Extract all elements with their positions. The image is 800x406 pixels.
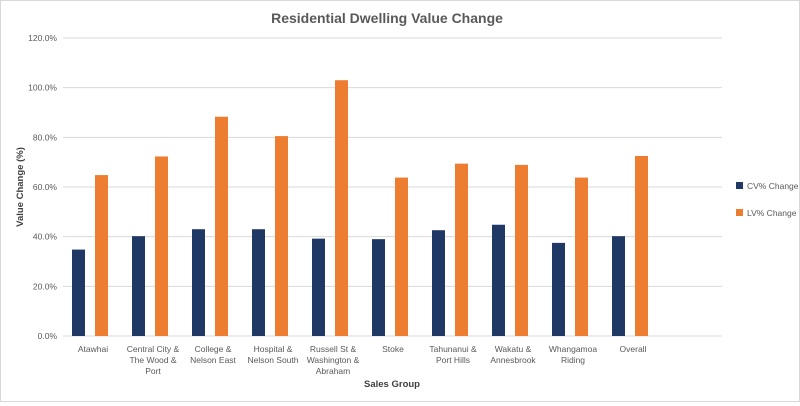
x-tick-label-line: The Wood &	[129, 355, 176, 365]
bar-lv	[95, 175, 108, 336]
bar-cv	[372, 239, 385, 336]
bar-lv	[155, 156, 168, 336]
x-axis-title: Sales Group	[364, 379, 420, 390]
bar-lv	[395, 177, 408, 336]
x-tick-label: Whangamoa Riding	[549, 344, 597, 365]
x-tick-label: College & Nelson East	[190, 344, 236, 365]
bar-cv	[492, 224, 505, 336]
x-tick-label-line: Annesbrook	[490, 355, 536, 365]
x-tick-label-line: College &	[195, 344, 232, 354]
x-tick-label: Atawhai	[78, 344, 108, 354]
x-tick-label-line: Abraham	[316, 366, 351, 376]
bar-cv	[72, 249, 85, 336]
bar-cv	[312, 238, 325, 336]
y-axis-ticks: 0.0% 20.0% 40.0% 60.0% 80.0% 100.0% 120.0%	[28, 33, 57, 341]
bar-cv	[432, 230, 445, 336]
legend-swatch	[736, 182, 743, 189]
x-tick-label-line: Port Hills	[436, 355, 470, 365]
legend: CV% Change LV% Change	[736, 181, 799, 218]
bar-lv	[215, 116, 228, 336]
x-tick-label-line: Russell St &	[310, 344, 357, 354]
bar-cv	[192, 229, 205, 336]
legend-swatch	[736, 209, 743, 216]
y-tick-label: 120.0%	[28, 33, 57, 43]
chart-title: Residential Dwelling Value Change	[271, 10, 503, 26]
x-tick-label-line: Hospital &	[254, 344, 293, 354]
bar-lv	[575, 177, 588, 336]
x-tick-label-line: Wakatu &	[495, 344, 532, 354]
x-axis-categories: Atawhai Central City & The Wood & Port Colle…	[78, 344, 647, 376]
gridlines	[63, 37, 722, 337]
x-tick-label: Central City & The Wood & Port	[127, 344, 180, 376]
x-tick-label-line: Washington &	[307, 355, 360, 365]
x-tick-label: Russell St & Washington & Abraham	[307, 344, 360, 376]
y-tick-label: 80.0%	[33, 132, 58, 142]
x-tick-label: Stoke	[382, 344, 404, 354]
x-tick-label-line: Nelson South	[247, 355, 298, 365]
x-tick-label: Wakatu & Annesbrook	[490, 344, 536, 365]
y-tick-label: 100.0%	[28, 83, 57, 93]
bar-lv	[455, 163, 468, 336]
x-tick-label: Tahunanui & Port Hills	[429, 344, 477, 365]
x-tick-label: Hospital & Nelson South	[247, 344, 298, 365]
x-tick-label-line: Atawhai	[78, 344, 108, 354]
bar-lv	[275, 136, 288, 336]
bar-lv	[635, 155, 648, 336]
x-tick-label-line: Whangamoa	[549, 344, 597, 354]
bar-lv	[335, 80, 348, 336]
x-tick-label-line: Stoke	[382, 344, 404, 354]
y-tick-label: 40.0%	[33, 232, 58, 242]
y-tick-label: 60.0%	[33, 182, 58, 192]
x-tick-label-line: Port	[145, 366, 161, 376]
bar-cv	[612, 236, 625, 336]
x-tick-label-line: Tahunanui &	[429, 344, 477, 354]
legend-label: CV% Change	[747, 181, 799, 191]
bar-lv	[515, 164, 528, 336]
x-tick-label-line: Riding	[561, 355, 585, 365]
y-axis-title: Value Change (%)	[15, 147, 26, 227]
bar-cv	[552, 242, 565, 336]
x-tick-label: Overall	[620, 344, 647, 354]
y-tick-label: 0.0%	[38, 331, 58, 341]
x-tick-label-line: Nelson East	[190, 355, 236, 365]
legend-label: LV% Change	[747, 208, 797, 218]
bar-cv	[252, 229, 265, 336]
x-tick-label-line: Central City &	[127, 344, 180, 354]
bars	[72, 80, 648, 336]
x-tick-label-line: Overall	[620, 344, 647, 354]
y-tick-label: 20.0%	[33, 281, 58, 291]
bar-cv	[132, 236, 145, 336]
